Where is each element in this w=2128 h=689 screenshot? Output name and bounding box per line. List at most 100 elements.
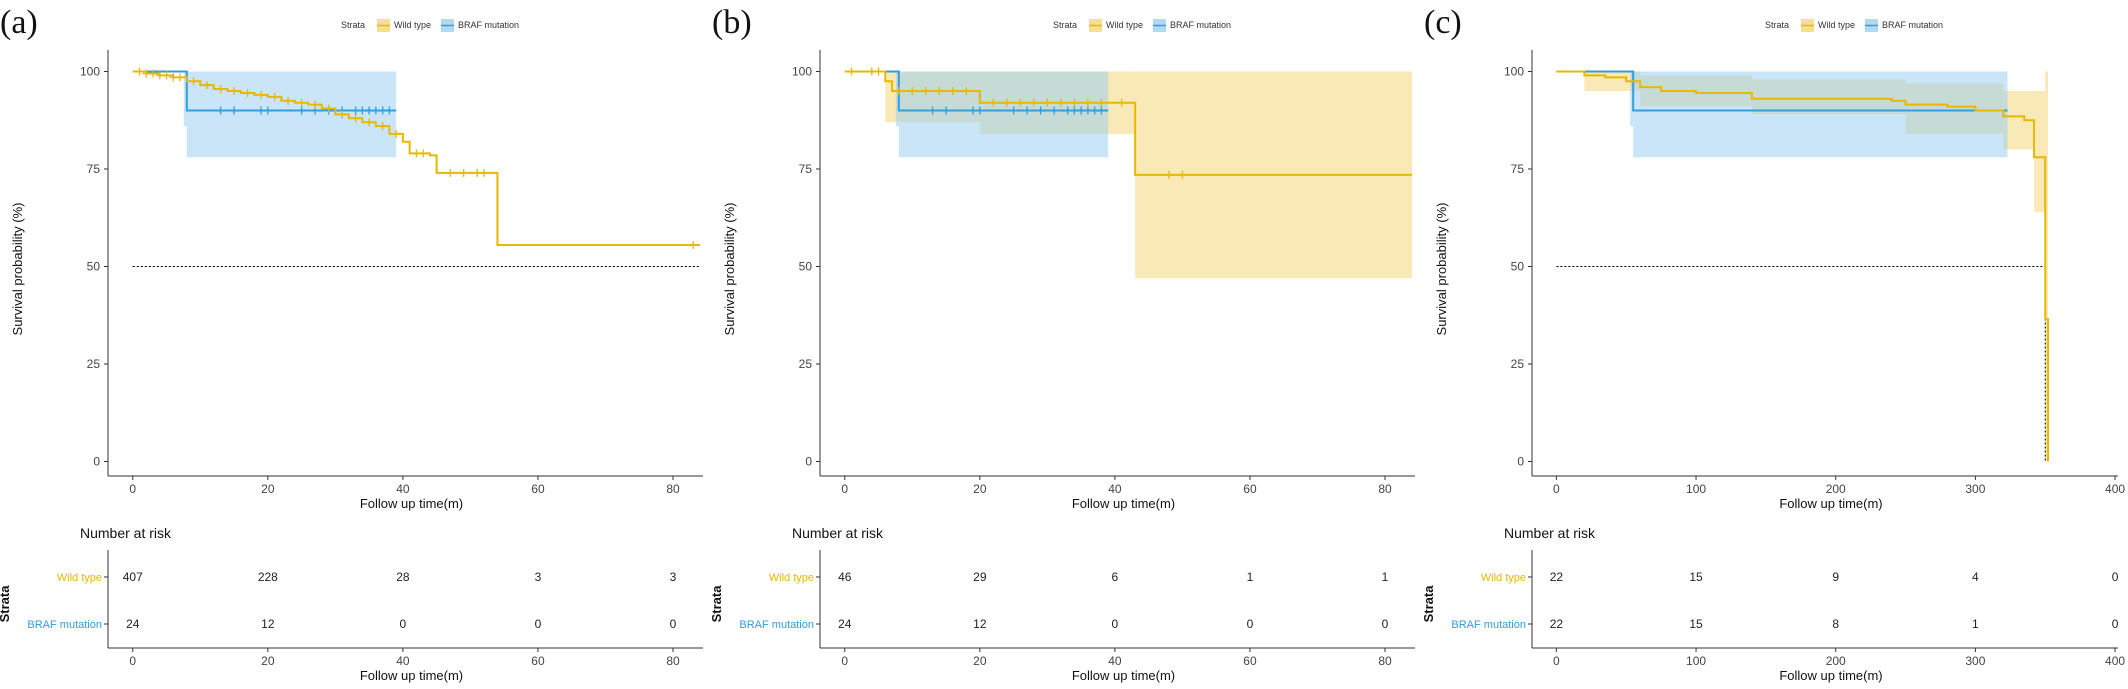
- risk-count: 0: [2112, 617, 2119, 631]
- ci-band: [1633, 71, 2008, 158]
- risk-table-title: Number at risk: [80, 525, 172, 541]
- panel-label: (c): [1424, 4, 1462, 41]
- x-axis-title: Follow up time(m): [1779, 496, 1882, 511]
- risk-count: 15: [1689, 617, 1703, 631]
- x-tick-label: 0: [841, 482, 848, 496]
- risk-count: 0: [400, 617, 407, 631]
- risk-x-tick-label: 100: [1686, 654, 1706, 668]
- risk-count: 12: [973, 617, 987, 631]
- risk-count: 0: [670, 617, 677, 631]
- risk-x-tick-label: 0: [129, 654, 136, 668]
- risk-count: 15: [1689, 570, 1703, 584]
- y-tick-label: 100: [80, 65, 100, 79]
- risk-count: 1: [1972, 617, 1979, 631]
- risk-count: 3: [670, 570, 677, 584]
- risk-count: 1: [1247, 570, 1254, 584]
- risk-x-tick-label: 40: [1108, 654, 1122, 668]
- risk-count: 22: [1550, 617, 1564, 631]
- risk-count: 0: [535, 617, 542, 631]
- y-tick-label: 25: [799, 357, 813, 371]
- panel-c: (c) Strata Wild type BRAF mutation025507510…: [1421, 4, 2125, 683]
- y-axis-title: Survival probability (%): [722, 203, 737, 336]
- x-tick-label: 40: [396, 482, 410, 496]
- y-tick-label: 50: [799, 260, 813, 274]
- legend-item: BRAF mutation: [1882, 20, 1943, 30]
- y-tick-label: 0: [93, 455, 100, 469]
- y-tick-label: 50: [1511, 260, 1525, 274]
- risk-count: 407: [123, 570, 143, 584]
- ci-band: [2045, 71, 2049, 462]
- risk-strata-axis-title: Strata: [0, 585, 12, 623]
- y-tick-label: 75: [87, 162, 101, 176]
- y-tick-label: 25: [1511, 357, 1525, 371]
- risk-x-tick-label: 60: [531, 654, 545, 668]
- y-axis-title: Survival probability (%): [10, 203, 25, 336]
- x-axis-title: Follow up time(m): [360, 496, 463, 511]
- x-tick-label: 80: [666, 482, 680, 496]
- risk-count: 0: [2112, 570, 2119, 584]
- risk-row-label: BRAF mutation: [27, 619, 102, 631]
- risk-count: 24: [838, 617, 852, 631]
- risk-table-title: Number at risk: [792, 525, 884, 541]
- risk-count: 0: [1382, 617, 1389, 631]
- ci-band: [1630, 71, 1634, 127]
- risk-count: 9: [1832, 570, 1839, 584]
- ci-band: [183, 71, 187, 127]
- x-tick-label: 40: [1108, 482, 1122, 496]
- y-tick-label: 75: [1511, 162, 1525, 176]
- legend-item: Wild type: [1818, 20, 1855, 30]
- x-tick-label: 400: [2105, 482, 2125, 496]
- panel-label: (b): [712, 4, 752, 41]
- x-tick-label: 300: [1965, 482, 1985, 496]
- risk-count: 1: [1382, 570, 1389, 584]
- survival-curve: [1556, 70, 2050, 462]
- legend-item: BRAF mutation: [1170, 20, 1231, 30]
- x-tick-label: 60: [531, 482, 545, 496]
- y-tick-label: 0: [1517, 455, 1524, 469]
- risk-x-tick-label: 80: [666, 654, 680, 668]
- risk-x-tick-label: 0: [841, 654, 848, 668]
- legend-title: Strata: [341, 20, 365, 30]
- ci-band: [186, 71, 397, 158]
- risk-x-tick-label: 80: [1378, 654, 1392, 668]
- x-axis-title: Follow up time(m): [1072, 496, 1175, 511]
- risk-count: 3: [535, 570, 542, 584]
- risk-count: 6: [1112, 570, 1119, 584]
- risk-x-tick-label: 400: [2105, 654, 2125, 668]
- x-tick-label: 60: [1243, 482, 1257, 496]
- risk-strata-axis-title: Strata: [1421, 585, 1436, 623]
- x-tick-label: 80: [1378, 482, 1392, 496]
- risk-x-tick-label: 20: [973, 654, 987, 668]
- y-tick-label: 75: [799, 162, 813, 176]
- ci-band: [898, 71, 1109, 158]
- risk-count: 4: [1972, 570, 1979, 584]
- x-tick-label: 100: [1686, 482, 1706, 496]
- risk-row-label: BRAF mutation: [1451, 619, 1526, 631]
- risk-x-tick-label: 0: [1553, 654, 1560, 668]
- risk-x-tick-label: 40: [396, 654, 410, 668]
- y-tick-label: 100: [792, 65, 812, 79]
- risk-x-tick-label: 20: [261, 654, 275, 668]
- risk-count: 28: [396, 570, 410, 584]
- panel-label: (a): [0, 4, 38, 41]
- panel-b: (b) Strata Wild type BRAF mutation025507510…: [709, 4, 1415, 683]
- risk-count: 46: [838, 570, 852, 584]
- risk-x-tick-label: 200: [1826, 654, 1846, 668]
- risk-strata-axis-title: Strata: [709, 585, 724, 623]
- risk-table-title: Number at risk: [1504, 525, 1596, 541]
- x-tick-label: 20: [973, 482, 987, 496]
- survival-curve: [1556, 70, 2008, 112]
- ci-band: [895, 71, 899, 127]
- ci-band: [2034, 91, 2046, 212]
- risk-x-axis-title: Follow up time(m): [1779, 668, 1882, 683]
- risk-x-axis-title: Follow up time(m): [1072, 668, 1175, 683]
- y-tick-label: 50: [87, 260, 101, 274]
- risk-count: 228: [258, 570, 278, 584]
- y-tick-label: 25: [87, 357, 101, 371]
- x-tick-label: 20: [261, 482, 275, 496]
- risk-row-label: Wild type: [769, 572, 814, 584]
- x-tick-label: 200: [1826, 482, 1846, 496]
- y-tick-label: 0: [805, 455, 812, 469]
- risk-x-tick-label: 60: [1243, 654, 1257, 668]
